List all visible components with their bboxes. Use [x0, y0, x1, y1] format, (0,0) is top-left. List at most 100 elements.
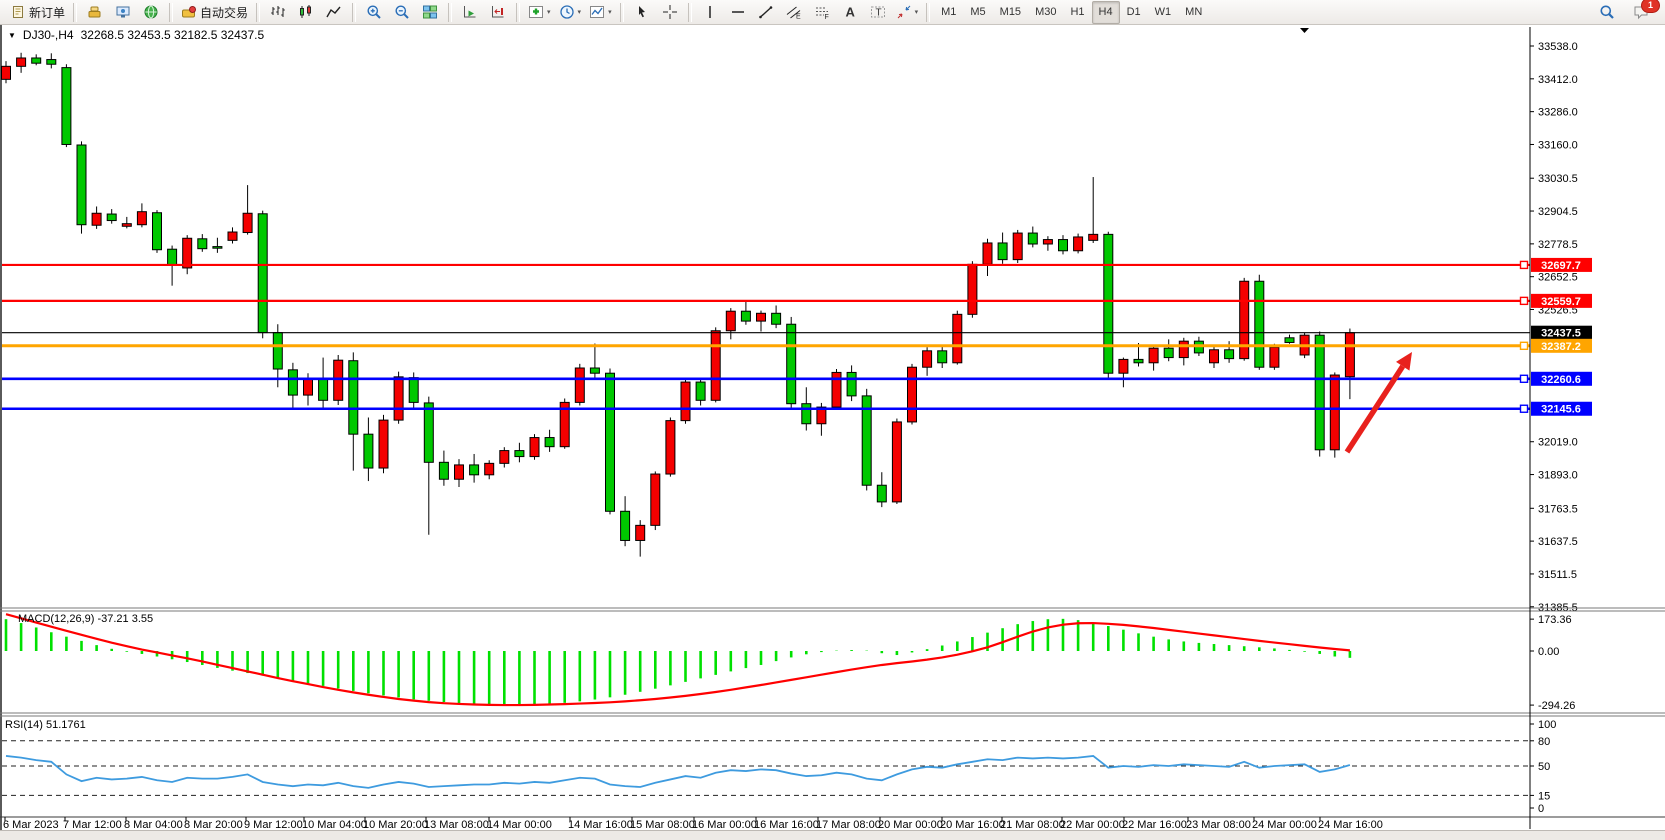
- trend-arrow-annotation[interactable]: [1344, 352, 1412, 454]
- svg-text:33412.0: 33412.0: [1538, 74, 1578, 86]
- support-resistance-line[interactable]: 32697.7: [2, 257, 1592, 272]
- auto-scroll-button[interactable]: [456, 1, 484, 24]
- channel-icon: E: [786, 6, 801, 20]
- price-chart-svg: 33538.0 33412.0 33286.0 33160.0 33030.5 32904…: [0, 25, 1665, 831]
- timeframe-m15-button[interactable]: M15: [999, 6, 1022, 18]
- toolbar-separator: [619, 2, 624, 22]
- autoscroll-icon: [464, 6, 476, 18]
- macd-indicator-label: MACD(12,26,9) -37.21 3.55: [18, 613, 154, 625]
- chat-button[interactable]: 1: [1627, 0, 1660, 24]
- periods-button[interactable]: ▾: [555, 1, 586, 24]
- svg-text:20 Mar 00:00: 20 Mar 00:00: [878, 819, 943, 831]
- autotrade-button[interactable]: 自动交易: [177, 1, 252, 24]
- crosshair-icon: [662, 5, 677, 19]
- svg-text:22 Mar 00:00: 22 Mar 00:00: [1060, 819, 1125, 831]
- zoomout-icon: [395, 5, 409, 19]
- bar-chart-button[interactable]: [264, 1, 292, 24]
- svg-text:32778.5: 32778.5: [1538, 239, 1578, 251]
- timeframe-d1-button[interactable]: D1: [1126, 6, 1141, 18]
- text-label-button[interactable]: T: [864, 1, 892, 24]
- svg-text:16 Mar 00:00: 16 Mar 00:00: [692, 819, 757, 831]
- dropdown-caret-icon: ▾: [547, 8, 551, 16]
- search-button[interactable]: [1593, 1, 1621, 24]
- new-order-button[interactable]: 新订单: [6, 1, 69, 24]
- timeframe-m30-button[interactable]: M30: [1035, 6, 1057, 18]
- trendline-button[interactable]: [752, 1, 780, 24]
- svg-text:22 Mar 16:00: 22 Mar 16:00: [1122, 819, 1187, 831]
- chartshift-icon: [492, 6, 504, 18]
- toolbar-left-groups: 新订单 自动交易 ▾ ▾ ▾ E F A T ▾ M1 M5 M15 M30 H1 H4 D1 W1 MN: [6, 0, 1209, 24]
- support-resistance-line[interactable]: 32437.5: [2, 325, 1592, 340]
- tline-icon: [758, 6, 772, 19]
- arrows-icon: [897, 5, 910, 19]
- support-resistance-line[interactable]: 32559.7: [2, 293, 1592, 308]
- robot-icon: [182, 6, 197, 18]
- line-chart-button[interactable]: [320, 1, 348, 24]
- timeframe-h4-button[interactable]: H4: [1091, 0, 1120, 24]
- status-bar: [0, 830, 1665, 840]
- toolbar-separator: [926, 2, 931, 22]
- chart-shift-button[interactable]: [484, 1, 512, 24]
- vertical-line-button[interactable]: [696, 1, 724, 24]
- chart-window: 33538.0 33412.0 33286.0 33160.0 33030.5 32904…: [0, 25, 1665, 831]
- svg-text:32904.5: 32904.5: [1538, 206, 1578, 218]
- svg-text:80: 80: [1538, 736, 1550, 748]
- svg-text:173.36: 173.36: [1538, 614, 1572, 626]
- svg-text:32652.5: 32652.5: [1538, 272, 1578, 284]
- svg-text:20 Mar 16:00: 20 Mar 16:00: [940, 819, 1005, 831]
- cursor-button[interactable]: [628, 1, 656, 24]
- labelT-icon: T: [870, 6, 885, 19]
- support-resistance-line[interactable]: 32145.6: [2, 401, 1592, 416]
- linechart-icon: [326, 6, 341, 18]
- fibonacci-button[interactable]: F: [808, 1, 836, 24]
- svg-text:32260.6: 32260.6: [1541, 374, 1581, 386]
- text-button[interactable]: A: [836, 1, 864, 24]
- support-resistance-line[interactable]: 32387.2: [2, 338, 1592, 353]
- candlestick-chart-button[interactable]: [292, 1, 320, 24]
- timeframe-m5-button[interactable]: M5: [970, 6, 986, 18]
- svg-text:23 Mar 08:00: 23 Mar 08:00: [1186, 819, 1251, 831]
- chevron-down-icon[interactable]: ▼: [8, 30, 16, 40]
- svg-text:33286.0: 33286.0: [1538, 107, 1578, 119]
- arrows-button[interactable]: ▾: [892, 1, 923, 24]
- vline-icon: [708, 6, 711, 18]
- svg-text:24 Mar 00:00: 24 Mar 00:00: [1252, 819, 1317, 831]
- svg-text:13 Mar 08:00: 13 Mar 08:00: [424, 819, 489, 831]
- toolbar-separator: [169, 2, 174, 22]
- monitor-icon: [116, 6, 130, 18]
- svg-text:F: F: [824, 14, 828, 20]
- zoom-out-button[interactable]: [388, 1, 416, 24]
- candlestick-series: [1, 52, 1355, 557]
- svg-text:14 Mar 00:00: 14 Mar 00:00: [487, 819, 552, 831]
- indicators-button[interactable]: ▾: [524, 1, 555, 24]
- equidistant-channel-button[interactable]: E: [780, 1, 808, 24]
- crosshair-button[interactable]: [656, 1, 684, 24]
- svg-text:31637.5: 31637.5: [1538, 536, 1578, 548]
- timeframe-m1-button[interactable]: M1: [941, 6, 957, 18]
- svg-text:31893.0: 31893.0: [1538, 470, 1578, 482]
- market-watch-button[interactable]: [109, 1, 137, 24]
- rsi-pane: 100 80 50 150: [2, 719, 1556, 815]
- timeframe-h1-button[interactable]: H1: [1070, 6, 1085, 18]
- fibo-icon: F: [815, 7, 828, 20]
- svg-text:33160.0: 33160.0: [1538, 139, 1578, 151]
- charts-button[interactable]: [81, 1, 109, 24]
- candles-icon: [300, 5, 312, 18]
- timeframe-mn-button[interactable]: MN: [1185, 6, 1203, 18]
- svg-text:31511.5: 31511.5: [1538, 569, 1577, 581]
- horizontal-line-button[interactable]: [724, 1, 752, 24]
- chart-title: ▼ DJ30-,H4 32268.5 32453.5 32182.5 32437…: [8, 28, 264, 42]
- toolbar-right-group: 1: [1593, 0, 1665, 24]
- support-resistance-line[interactable]: 32260.6: [2, 371, 1592, 386]
- navigator-button[interactable]: [137, 1, 165, 24]
- clock-icon: [559, 5, 574, 19]
- textA-icon: A: [845, 5, 855, 20]
- template-icon: [590, 6, 605, 18]
- zoom-in-button[interactable]: [360, 1, 388, 24]
- macd-pane: 173.36 0.00 -294.26: [4, 613, 1575, 712]
- tile-windows-button[interactable]: [416, 1, 444, 24]
- svg-text:24 Mar 16:00: 24 Mar 16:00: [1318, 819, 1383, 831]
- timeframe-w1-button[interactable]: W1: [1154, 6, 1172, 18]
- time-axis: 6 Mar 2023 7 Mar 12:00 8 Mar 04:00 8 Mar 20…: [3, 817, 1383, 831]
- templates-button[interactable]: ▾: [585, 1, 616, 24]
